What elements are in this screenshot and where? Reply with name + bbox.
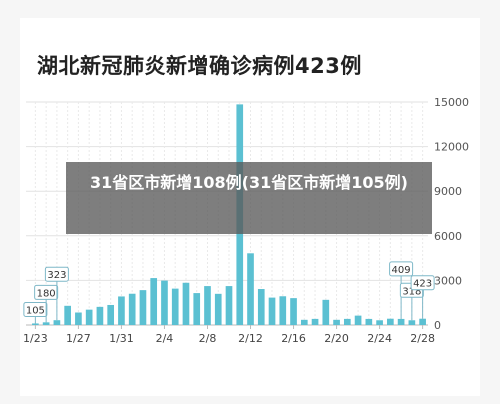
y-tick-label: 9000 <box>434 185 462 198</box>
bar-1/28 <box>85 309 93 325</box>
x-tick-label: 2/28 <box>410 332 435 345</box>
bar-2/20 <box>333 319 340 325</box>
callout-label-2/28: 423 <box>413 279 432 290</box>
callout-label-2/26: 409 <box>392 265 411 276</box>
callout-label-2/27: 318 <box>402 286 421 297</box>
x-axis-ticks: 1/23 1/27 1/31 2/4 2/8 2/12 2/16 2/20 2/24 2/28 <box>23 325 435 345</box>
bar-2/28 <box>419 318 426 325</box>
bar-2/10 <box>225 286 233 325</box>
bar-1/24 <box>42 322 50 325</box>
bar-2/6 <box>182 282 190 325</box>
x-tick-label: 2/12 <box>238 332 263 345</box>
callout-label-1/24: 180 <box>37 288 56 299</box>
bar-1/23 <box>32 323 39 325</box>
y-tick-label: 12000 <box>434 141 469 154</box>
x-tick-label: 2/24 <box>367 332 392 345</box>
bar-2/24 <box>376 320 383 325</box>
callout-label-1/23: 105 <box>26 305 45 316</box>
callout-box <box>44 266 69 282</box>
y-tick-label: 15000 <box>434 96 469 109</box>
bar-2/18 <box>311 318 319 325</box>
bar-2/15 <box>279 296 287 325</box>
callout-box <box>389 261 414 277</box>
x-tick-label: 2/4 <box>156 332 174 345</box>
bar-2/3 <box>150 278 158 325</box>
bar-2/13 <box>257 289 265 325</box>
bar-2/21 <box>343 318 351 325</box>
bar-2/17 <box>300 319 308 325</box>
bar-2/19 <box>322 299 330 325</box>
bar-2/23 <box>365 318 373 325</box>
bar-2/14 <box>268 297 276 325</box>
callout-box <box>410 275 435 291</box>
bar-2/2 <box>139 290 147 325</box>
bar-2/12 <box>247 253 254 325</box>
x-tick-label: 1/31 <box>109 332 134 345</box>
callout-box <box>34 284 59 300</box>
bar-1/27 <box>75 312 82 325</box>
callout-box <box>23 301 48 317</box>
callout-label-1/25: 323 <box>47 270 66 281</box>
bar-2/26 <box>397 318 405 325</box>
bar-2/4 <box>161 280 168 325</box>
bar-2/1 <box>128 293 136 325</box>
bar-2/5 <box>171 288 179 325</box>
bar-2/8 <box>204 286 211 325</box>
chart-title: 湖北新冠肺炎新增确诊病例423例 <box>37 54 362 78</box>
y-tick-label: 3000 <box>434 274 462 287</box>
y-axis-ticks: 0 3000 6000 9000 12000 15000 <box>434 96 469 332</box>
x-tick-label: 2/20 <box>324 332 349 345</box>
x-tick-label: 2/8 <box>199 332 217 345</box>
x-tick-label: 2/16 <box>281 332 306 345</box>
bar-2/7 <box>193 293 201 325</box>
bar-1/26 <box>64 305 71 325</box>
bar-1/30 <box>107 304 115 325</box>
bar-2/9 <box>214 293 222 325</box>
y-tick-label: 6000 <box>434 230 462 243</box>
caption-overlay: 31省区市新增108例(31省区市新增105例) <box>66 162 432 234</box>
bar-2/25 <box>387 318 394 325</box>
x-tick-label: 1/23 <box>23 332 48 345</box>
bar-1/29 <box>96 306 104 325</box>
caption-text: 31省区市新增108例(31省区市新增105例) <box>90 173 408 192</box>
bar-2/27 <box>408 320 416 325</box>
bar-2/22 <box>354 315 362 325</box>
y-tick-label: 0 <box>434 319 441 332</box>
x-tick-label: 1/27 <box>66 332 91 345</box>
bar-1/25 <box>53 320 61 325</box>
bar-1/31 <box>118 296 125 325</box>
bar-2/16 <box>290 298 297 325</box>
